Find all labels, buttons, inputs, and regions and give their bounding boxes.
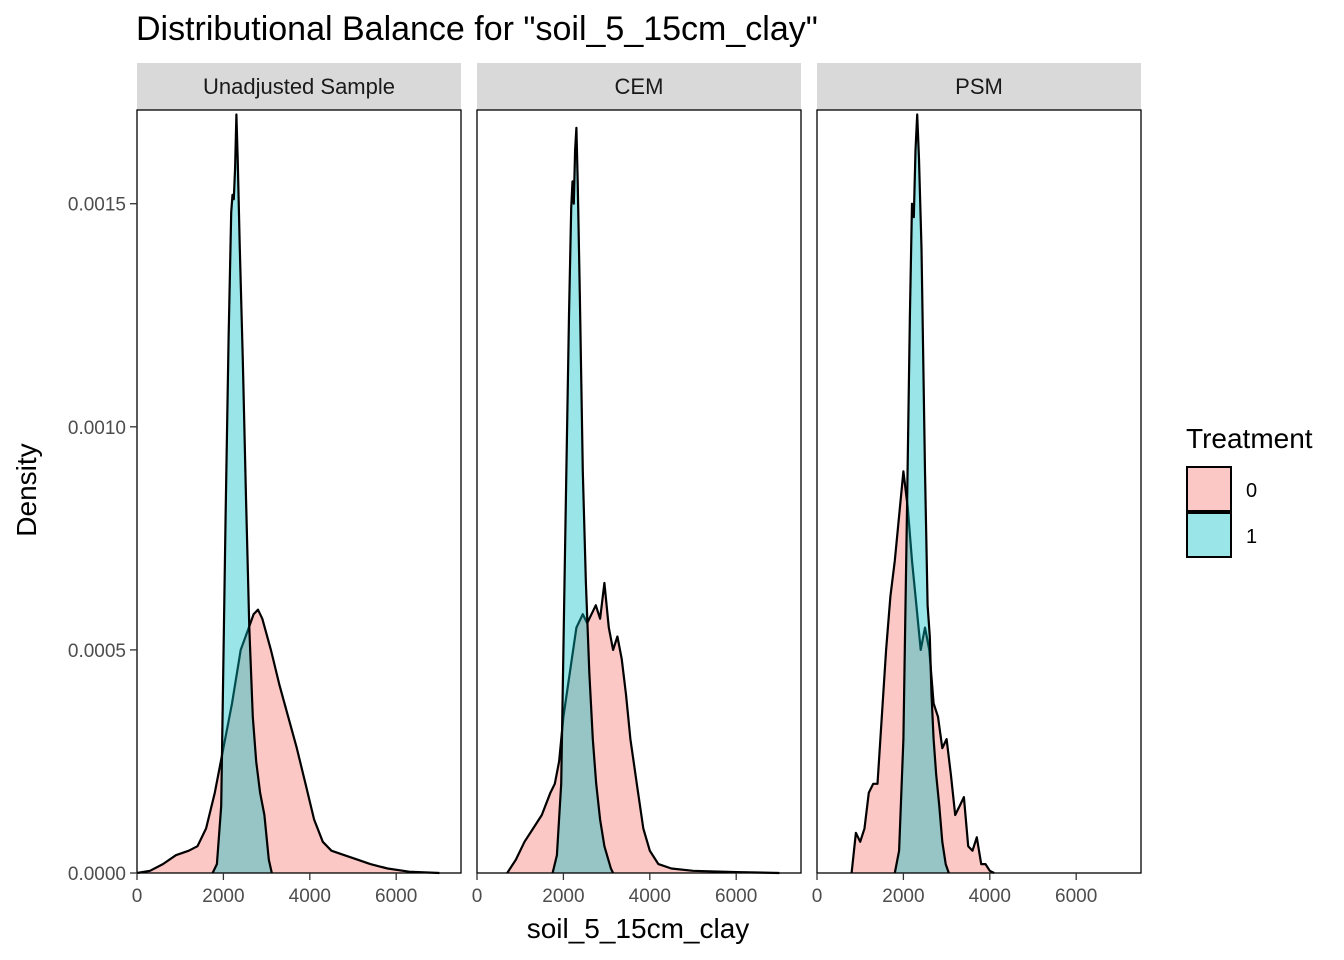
y-tick-label: 0.0010	[68, 418, 126, 439]
density-area-group-0	[851, 471, 995, 873]
y-tick-label: 0.0000	[68, 864, 126, 885]
panel-border	[136, 109, 462, 874]
density-line-group-0	[506, 581, 780, 875]
facet-strip	[817, 63, 1141, 110]
chart-title: Distributional Balance for "soil_5_15cm_…	[136, 10, 818, 48]
density-area-group-0	[137, 609, 440, 873]
legend-key-0	[1186, 466, 1232, 512]
x-tick-label: 6000	[375, 886, 417, 907]
facet-panel: Unadjusted Sample 0 2000 4000 6000	[132, 63, 462, 907]
legend: Treatment 0 1	[1186, 423, 1313, 558]
legend-title: Treatment	[1186, 423, 1313, 454]
y-tick-label: 0.0015	[68, 195, 126, 216]
x-axis-title: soil_5_15cm_clay	[527, 913, 750, 944]
x-tick-label: 2000	[202, 886, 244, 907]
facet-panel: CEM 0 2000 4000 6000	[472, 63, 802, 907]
x-tick-label: 0	[472, 886, 483, 907]
density-line-group-0	[136, 608, 440, 875]
panel-background	[477, 110, 801, 873]
x-tick-label: 4000	[969, 886, 1011, 907]
density-area-group-1	[212, 114, 272, 873]
panel-border	[816, 109, 1142, 874]
density-line-group-1	[211, 113, 273, 874]
facet-strip	[137, 63, 461, 110]
density-area-group-0	[507, 583, 780, 873]
x-tick-label: 2000	[882, 886, 924, 907]
y-axis: 0.0000 0.0005 0.0010 0.0015	[68, 195, 137, 885]
y-tick-label: 0.0005	[68, 641, 126, 662]
x-tick-label: 6000	[1055, 886, 1097, 907]
x-tick-label: 6000	[715, 886, 757, 907]
x-tick-label: 0	[812, 886, 823, 907]
facet-strip-label: PSM	[955, 74, 1003, 99]
legend-key-background	[1187, 513, 1231, 557]
density-area-group-1	[894, 114, 949, 873]
panel-background	[137, 110, 461, 873]
density-line-group-0	[850, 470, 995, 874]
density-line-group-1	[551, 126, 615, 874]
legend-label-1: 1	[1246, 526, 1257, 548]
y-axis-title: Density	[11, 443, 42, 536]
legend-key-background	[1187, 467, 1231, 511]
facet-strip-label: CEM	[615, 74, 664, 99]
panel-background	[817, 110, 1141, 873]
legend-label-0: 0	[1246, 480, 1257, 502]
facet-strip	[477, 63, 801, 110]
x-tick-label: 2000	[542, 886, 584, 907]
x-tick-label: 0	[132, 886, 143, 907]
density-line-group-1	[893, 113, 950, 874]
x-tick-label: 4000	[289, 886, 331, 907]
facet-panel: PSM 0 2000 4000 6000	[812, 63, 1142, 907]
facet-panels: Unadjusted Sample 0 2000 4000 6000 CEM 0 2000 40…	[68, 63, 1142, 907]
facet-strip-label: Unadjusted Sample	[203, 74, 395, 99]
x-tick-label: 4000	[629, 886, 671, 907]
panel-border	[476, 109, 802, 874]
legend-key-1	[1186, 512, 1232, 558]
